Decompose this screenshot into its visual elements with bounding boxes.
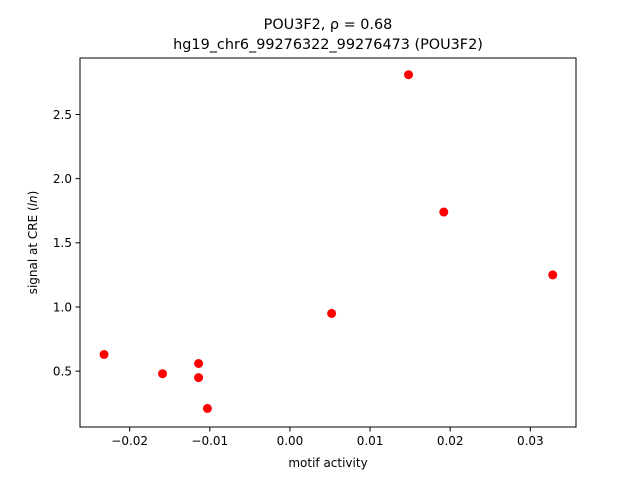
- x-tick-label: 0.02: [437, 434, 464, 448]
- chart-title-line1: POU3F2, ρ = 0.68: [264, 17, 393, 33]
- x-tick-label: 0.01: [357, 434, 384, 448]
- data-point: [202, 403, 212, 413]
- data-point: [327, 308, 337, 318]
- y-tick-label: 2.0: [53, 172, 72, 186]
- data-point: [194, 358, 204, 368]
- data-point: [99, 349, 109, 359]
- y-axis-label-prefix: signal at CRE (: [26, 206, 40, 294]
- y-tick-label: 1.0: [53, 300, 72, 314]
- x-tick-label: 0.03: [517, 434, 544, 448]
- x-tick-label: −0.01: [191, 434, 228, 448]
- x-tick-label: −0.02: [111, 434, 148, 448]
- y-tick-label: 0.5: [53, 364, 72, 378]
- data-point: [158, 369, 168, 379]
- x-tick-label: 0.00: [277, 434, 304, 448]
- data-point: [194, 373, 204, 383]
- y-axis: 0.5 1.0 1.5 2.0 2.5: [53, 108, 80, 378]
- data-point: [548, 270, 558, 280]
- x-axis: −0.02 −0.01 0.00 0.01 0.02 0.03: [111, 427, 544, 448]
- data-point: [404, 70, 414, 80]
- y-axis-label-italic: ln: [26, 195, 40, 206]
- points-layer: [99, 70, 558, 413]
- data-point: [439, 207, 449, 217]
- y-tick-label: 1.5: [53, 236, 72, 250]
- chart-title-line2: hg19_chr6_99276322_99276473 (POU3F2): [173, 37, 483, 53]
- x-axis-label: motif activity: [288, 456, 367, 470]
- y-tick-label: 2.5: [53, 108, 72, 122]
- y-axis-label: signal at CRE (ln): [26, 191, 40, 295]
- plot-frame: [79, 57, 577, 428]
- y-axis-label-suffix: ): [26, 191, 40, 196]
